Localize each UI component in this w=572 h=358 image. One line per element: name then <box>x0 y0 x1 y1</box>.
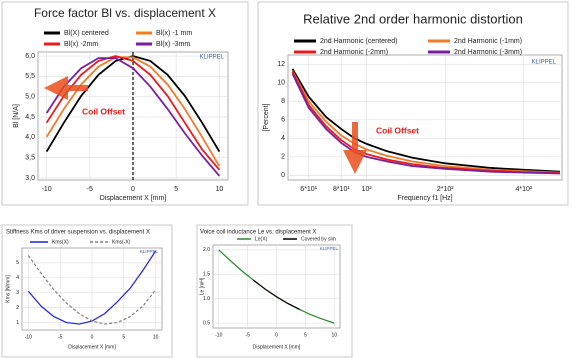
x-tick-label: 5 <box>174 186 178 193</box>
chart-title: Relative 2nd order harmonic distortion <box>303 11 523 26</box>
series-line <box>291 68 561 173</box>
legend-label: 2nd Harmonic (-3mm) <box>454 49 522 56</box>
x-axis-label: Displacement X [mm] <box>100 195 167 202</box>
chart-title: Stiffness Kms of driver suspension vs. d… <box>6 230 150 236</box>
series-line <box>45 56 221 167</box>
y-tick-label: 10 <box>277 80 285 87</box>
x-tick-label: 10 <box>215 186 223 193</box>
x-tick-label: 0 <box>131 186 135 193</box>
y-tick-label: 1.5 <box>203 272 210 278</box>
series-line <box>45 55 221 153</box>
x-tick-label: 10 <box>331 332 337 338</box>
x-tick-label: -10 <box>215 332 222 338</box>
x-tick-label: 4*10² <box>515 186 532 193</box>
x-tick-label: -10 <box>25 334 32 340</box>
x-tick-label: -5 <box>245 332 250 338</box>
series-line <box>27 255 157 325</box>
annotation: Coil Offset <box>82 106 125 116</box>
series-line <box>253 279 300 310</box>
y-tick-label: 4 <box>281 135 285 142</box>
y-tick-label: 12 <box>277 61 285 68</box>
y-tick-label: 4,0 <box>25 134 35 141</box>
x-tick-label: -5 <box>58 334 63 340</box>
annotation: KLIPPEL <box>320 246 339 251</box>
series-line <box>45 55 221 171</box>
y-tick-label: 0 <box>281 172 285 179</box>
x-axis-label: Frequency f1 [Hz] <box>397 195 452 202</box>
legend-label: Bl(x) -1 mm <box>156 30 192 37</box>
series-line <box>291 70 560 174</box>
legend-label: Le(X) <box>255 236 268 242</box>
annotation: KLIPPEL <box>200 55 225 61</box>
y-tick-label: 2 <box>281 154 285 161</box>
x-tick-label: 0 <box>275 332 278 338</box>
y-tick-label: 2 <box>16 305 19 311</box>
x-tick-label: 5 <box>122 334 125 340</box>
legend-label: Kms(X) <box>52 239 69 245</box>
legend-label: Kms(-X) <box>112 239 131 245</box>
x-axis-label: Displacement X [mm] <box>68 344 116 350</box>
x-tick-label: 8*10¹ <box>333 186 350 193</box>
x-tick-label: 6*10¹ <box>300 186 317 193</box>
y-axis-label: Le [mH] <box>199 277 205 295</box>
y-axis-label: Kms [N/mm] <box>5 275 11 303</box>
y-tick-label: 0.5 <box>203 320 210 326</box>
x-axis-label: Displacement X [mm] <box>253 344 301 350</box>
annotation: KLIPPEL <box>140 249 159 254</box>
y-tick-label: 8 <box>281 98 285 105</box>
series-line <box>291 73 560 175</box>
plot-area <box>287 54 563 181</box>
legend-label: 2nd Harmonic (-2mm) <box>320 49 388 56</box>
y-tick-label: 3 <box>16 290 19 296</box>
y-tick-label: 1 <box>16 320 19 326</box>
y-axis-label: [Percent] <box>263 103 270 131</box>
y-tick-label: 5,0 <box>25 94 35 101</box>
y-tick-label: 5,5 <box>25 73 35 80</box>
x-tick-label: -10 <box>42 186 52 193</box>
y-tick-label: 1.0 <box>203 296 210 302</box>
chart-title: Voice coil inductance Le vs. displacemen… <box>200 230 316 236</box>
x-tick-label: -5 <box>87 186 93 193</box>
legend-label: Bl(X) centered <box>64 30 109 37</box>
legend-label: Bl(x) -2mm <box>64 41 98 48</box>
annotation: Coil Offset <box>376 125 419 135</box>
chart-title: Force factor Bl vs. displacement X <box>34 6 216 20</box>
y-tick-label: 4,5 <box>25 114 35 121</box>
y-tick-label: 3,5 <box>25 154 35 161</box>
legend-label: 2nd Harmonic (-1mm) <box>454 38 522 45</box>
y-tick-label: 3,0 <box>25 175 35 182</box>
series-line <box>45 57 221 177</box>
y-tick-label: 6,0 <box>25 53 35 60</box>
x-tick-label: 10² <box>362 186 373 193</box>
y-tick-label: 2.0 <box>203 247 210 253</box>
legend-label: Covered by sim <box>301 236 336 242</box>
x-tick-label: 5 <box>304 332 307 338</box>
y-tick-label: 4 <box>16 275 19 281</box>
annotation: KLIPPEL <box>532 60 557 66</box>
y-tick-label: 6 <box>281 117 285 124</box>
legend-label: 2nd Harmonic (centered) <box>320 38 397 45</box>
y-axis-label: Bl [N/A] <box>13 104 20 128</box>
legend-label: Bl(x) -3mm <box>156 41 190 48</box>
x-tick-label: 0 <box>91 334 94 340</box>
x-tick-label: 2*10² <box>437 186 454 193</box>
y-tick-label: 5 <box>16 260 19 266</box>
x-tick-label: 10 <box>153 334 159 340</box>
